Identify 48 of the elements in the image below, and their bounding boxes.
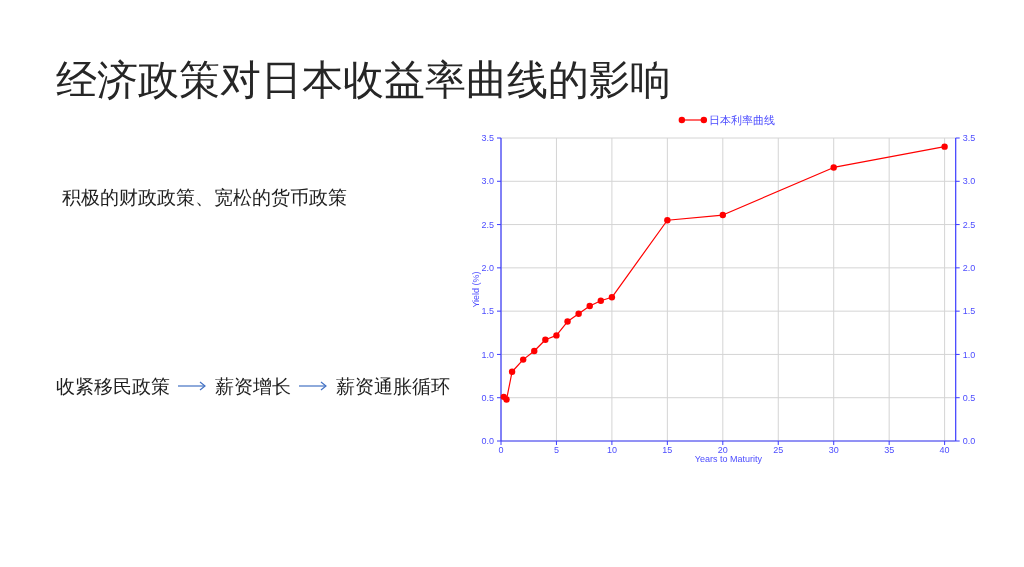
x-tick-label: 10 [606,445,617,455]
x-tick-label: 5 [553,445,559,455]
point [564,318,571,325]
y-tick-label: 0.5 [481,392,494,403]
y2-tick-label: 1.0 [962,349,976,360]
x-tick-label: 40 [939,445,950,455]
point [719,211,727,219]
y-tick-label: 2.5 [481,219,494,230]
text: 薪资增长 [215,376,291,397]
legend-label: 日本利率曲线 [708,113,775,126]
x-axis-title: Years to Maturity [694,454,763,464]
y2-tick-label: 2.5 [962,219,976,230]
y-tick-label: 1.5 [481,306,494,317]
y2-tick-label: 3.0 [962,176,976,187]
point [941,143,948,150]
x-tick-label: 20 [717,445,728,455]
x-tick-label: 35 [884,445,895,455]
y-tick-label: 3.5 [481,133,494,144]
y-axis-title: Yield (%) [471,271,481,308]
x-tick-label: 30 [828,445,839,455]
y2-tick-label: 2.0 [962,263,976,274]
y-tick-label: 2.0 [481,263,494,274]
point [586,302,593,310]
point [664,217,671,224]
y-tick-label: 3.0 [481,176,494,187]
point [575,310,582,317]
x-tick-label: 25 [773,445,784,455]
y-tick-label: 0.0 [481,436,494,447]
legend: 日本利率曲线 [678,113,775,126]
chart-title: 经济政策对日本收益率曲线的影响 [56,57,671,103]
y2-tick-label: 1.5 [962,306,976,317]
point [830,164,837,171]
x-tick-label: 0 [498,445,504,455]
x-tick-label: 15 [662,445,673,455]
point [608,294,616,301]
y2-tick-label: 0.5 [962,392,976,403]
point [519,356,527,363]
text: 收紧移民政策 [56,376,170,397]
point [553,332,560,339]
point [597,297,605,304]
y2-tick-label: 0.0 [962,436,976,447]
y2-tick-label: 3.5 [962,133,976,144]
text: 积极的财政政策、宽松的货币政策 [62,187,347,208]
point [531,347,538,355]
point [542,336,549,343]
point [508,368,516,375]
text: 薪资通胀循环 [336,376,450,397]
y-tick-label: 1.0 [481,349,494,360]
